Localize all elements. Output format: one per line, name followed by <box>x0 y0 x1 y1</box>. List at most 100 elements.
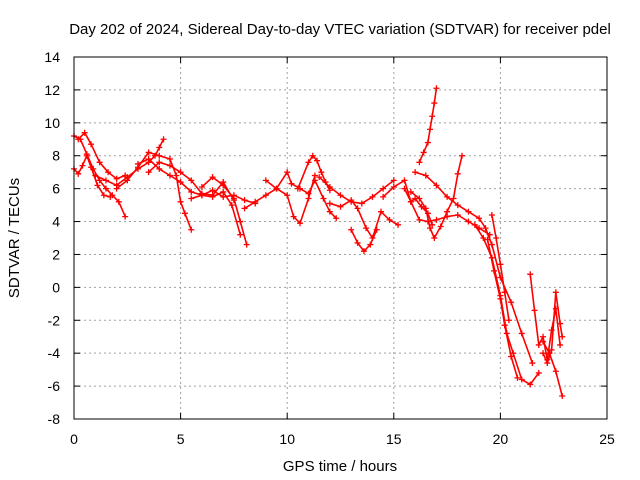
data-point <box>290 213 297 220</box>
x-tick-label: 25 <box>599 431 615 447</box>
x-tick-label: 15 <box>386 431 402 447</box>
data-point <box>427 126 434 133</box>
data-point <box>380 193 387 200</box>
data-point <box>529 360 536 367</box>
data-point <box>113 185 120 192</box>
data-point <box>386 216 393 223</box>
data-point <box>262 177 269 184</box>
data-point <box>482 225 489 232</box>
series-arc-11 <box>262 172 318 227</box>
data-point <box>497 295 504 302</box>
data-point <box>124 177 131 184</box>
data-point <box>96 159 103 166</box>
data-point <box>83 152 90 159</box>
data-point <box>501 322 508 329</box>
y-tick-label: -2 <box>48 312 61 328</box>
data-point <box>241 205 248 212</box>
data-point <box>333 215 340 222</box>
data-point <box>314 157 321 164</box>
data-point <box>518 330 525 337</box>
grid <box>74 57 607 419</box>
data-point <box>501 289 508 296</box>
tick-labels: 0 5 10 15 20 25 -8 -6 -4 -2 0 2 4 6 8 10 12 14 <box>44 49 615 447</box>
data-point <box>145 149 152 156</box>
data-point <box>465 208 472 215</box>
data-point <box>75 136 82 143</box>
data-point <box>433 182 440 189</box>
series-arc-15 <box>348 226 380 255</box>
data-point <box>188 226 195 233</box>
data-point <box>527 381 534 388</box>
plot-data <box>71 85 566 399</box>
data-point <box>497 261 504 268</box>
data-point <box>416 195 423 202</box>
data-point <box>422 205 429 212</box>
data-point <box>305 159 312 166</box>
data-point <box>491 267 498 274</box>
y-tick-label: 2 <box>52 246 60 262</box>
series-line <box>410 155 463 239</box>
data-point <box>209 174 216 181</box>
data-point <box>326 183 333 190</box>
y-tick-label: 4 <box>52 214 60 230</box>
data-point <box>454 170 461 177</box>
data-point <box>177 198 184 205</box>
data-point <box>156 144 163 151</box>
series-arc-18 <box>407 152 466 241</box>
data-point <box>122 213 129 220</box>
data-point <box>134 160 141 167</box>
data-point <box>96 177 103 184</box>
data-point <box>181 210 188 217</box>
data-point <box>228 202 235 209</box>
data-point <box>294 185 301 192</box>
data-point <box>407 198 414 205</box>
series-line <box>486 239 519 379</box>
data-point <box>401 185 408 192</box>
data-point <box>166 172 173 179</box>
data-point <box>360 248 367 255</box>
series-line <box>382 179 491 236</box>
data-point <box>427 225 434 232</box>
data-point <box>431 235 438 241</box>
series-line <box>116 151 193 231</box>
data-point <box>241 197 248 204</box>
data-point <box>145 156 152 163</box>
data-point <box>156 165 163 172</box>
series-arc-23 <box>488 211 512 324</box>
data-point <box>92 172 99 179</box>
data-point <box>166 156 173 163</box>
data-point <box>309 152 316 159</box>
series-line <box>542 341 563 397</box>
data-point <box>437 223 444 230</box>
series-line <box>73 154 111 198</box>
y-tick-label: 8 <box>52 148 60 164</box>
data-point <box>107 193 114 200</box>
x-tick-label: 0 <box>70 431 78 447</box>
data-point <box>198 192 205 199</box>
data-point <box>488 241 495 248</box>
data-point <box>552 368 559 375</box>
series-arc-14 <box>326 197 402 241</box>
data-point <box>546 350 553 357</box>
data-point <box>422 172 429 179</box>
data-point <box>311 172 318 179</box>
data-point <box>407 188 414 195</box>
data-point <box>559 392 566 399</box>
data-point <box>418 203 425 210</box>
y-tick-label: -4 <box>48 345 61 361</box>
data-point <box>88 141 95 148</box>
data-point <box>390 183 397 190</box>
data-point <box>465 218 472 225</box>
data-point <box>188 195 195 202</box>
series-arc-26 <box>540 338 566 399</box>
data-point <box>548 346 555 353</box>
data-point <box>145 169 152 176</box>
data-point <box>527 271 534 278</box>
data-point <box>237 218 244 225</box>
x-tick-label: 5 <box>177 431 185 447</box>
data-point <box>209 193 216 200</box>
data-point <box>237 231 244 238</box>
y-tick-label: 10 <box>44 115 60 131</box>
data-point <box>424 139 431 146</box>
data-point <box>505 317 512 324</box>
